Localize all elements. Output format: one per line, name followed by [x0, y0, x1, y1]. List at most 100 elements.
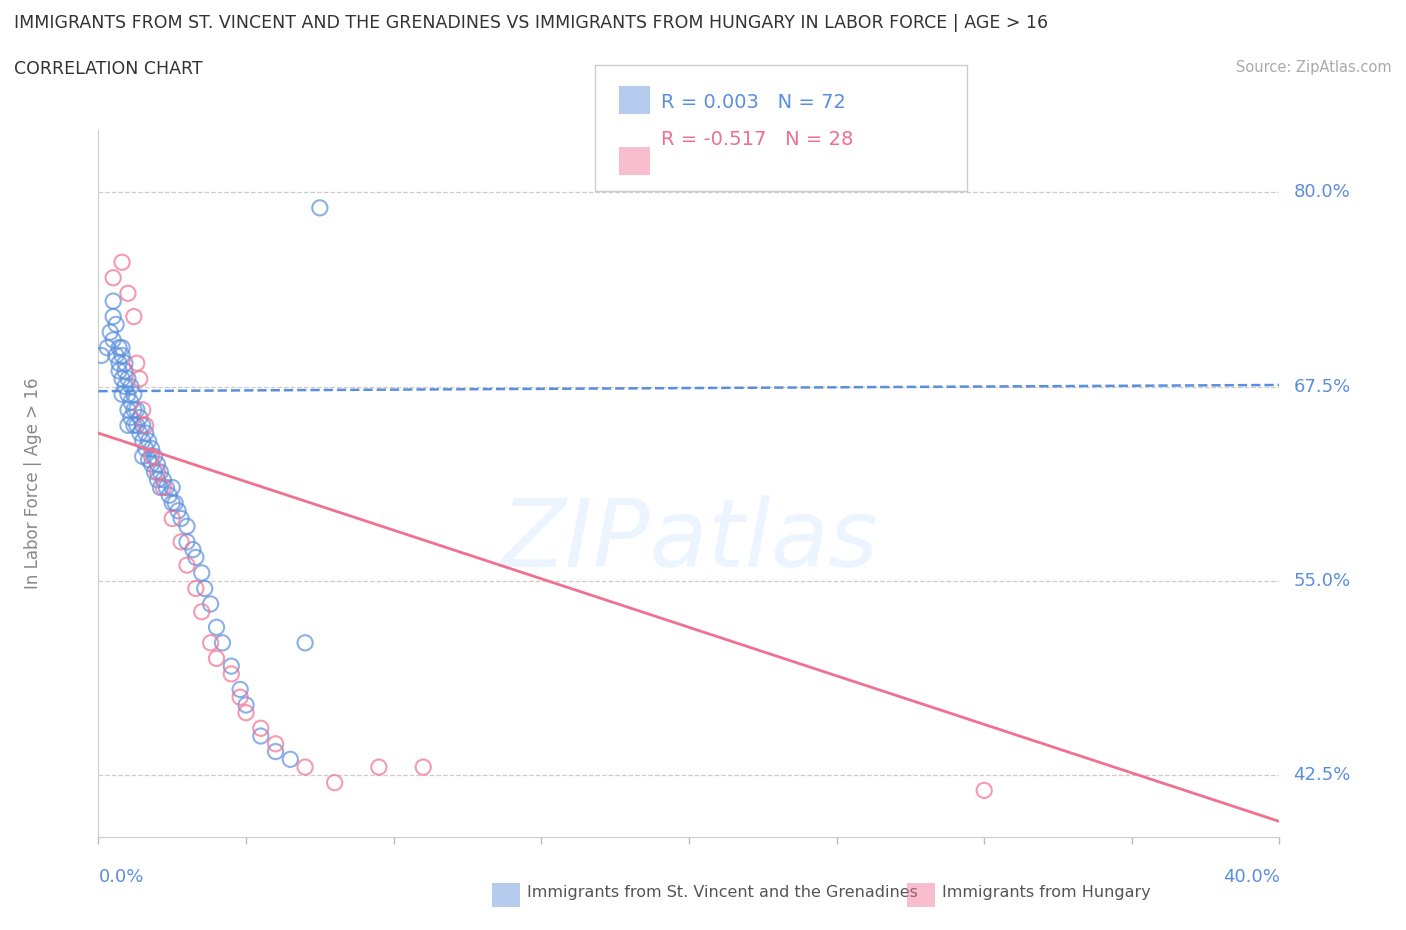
Point: [973, 783, 995, 798]
Point: [111, 340, 134, 355]
Point: [135, 441, 157, 456]
Point: [152, 472, 174, 487]
Point: [146, 464, 169, 479]
Point: [250, 728, 273, 743]
Point: [122, 309, 145, 324]
Point: [132, 403, 155, 418]
Point: [141, 449, 163, 464]
Point: [368, 760, 391, 775]
Point: [162, 480, 183, 495]
Point: [122, 387, 145, 402]
Point: [120, 410, 142, 425]
Text: 40.0%: 40.0%: [1223, 868, 1279, 885]
Point: [141, 457, 163, 472]
Point: [117, 403, 139, 418]
Point: [229, 682, 252, 697]
Point: [117, 286, 139, 300]
Point: [200, 596, 222, 611]
Point: [235, 705, 257, 720]
Text: 80.0%: 80.0%: [1294, 183, 1350, 201]
Point: [170, 512, 193, 526]
Text: Immigrants from Hungary: Immigrants from Hungary: [942, 885, 1150, 900]
Text: 67.5%: 67.5%: [1294, 378, 1351, 395]
Point: [219, 658, 242, 673]
Point: [211, 635, 233, 650]
Point: [143, 449, 166, 464]
Point: [278, 751, 302, 766]
Point: [219, 667, 242, 682]
Point: [184, 581, 207, 596]
Point: [128, 426, 150, 441]
Point: [170, 535, 193, 550]
Point: [167, 503, 190, 518]
Point: [105, 317, 128, 332]
Point: [111, 348, 134, 363]
Point: [157, 488, 180, 503]
Point: [146, 472, 169, 487]
Point: [120, 394, 142, 409]
Point: [205, 651, 228, 666]
Point: [162, 512, 183, 526]
Point: [122, 403, 145, 418]
Point: [111, 371, 134, 386]
Point: [229, 690, 252, 705]
Point: [108, 340, 131, 355]
Point: [117, 418, 139, 432]
Point: [114, 379, 136, 394]
Point: [103, 294, 125, 309]
Point: [176, 535, 198, 550]
Point: [114, 364, 136, 379]
Point: [194, 581, 217, 596]
Point: [309, 201, 332, 216]
Point: [176, 519, 198, 534]
Point: [103, 271, 125, 286]
Point: [200, 635, 222, 650]
Point: [235, 698, 257, 712]
Point: [90, 348, 112, 363]
Point: [138, 433, 160, 448]
Point: [117, 387, 139, 402]
Point: [135, 418, 157, 432]
Point: [294, 760, 316, 775]
Point: [323, 776, 346, 790]
Point: [111, 255, 134, 270]
Point: [165, 496, 187, 511]
Point: [132, 449, 155, 464]
Point: [125, 418, 148, 432]
Point: [117, 371, 139, 386]
Point: [141, 441, 163, 456]
Point: [264, 744, 287, 759]
Text: In Labor Force | Age > 16: In Labor Force | Age > 16: [24, 378, 42, 590]
Point: [125, 403, 148, 418]
Point: [120, 379, 142, 394]
Point: [108, 356, 131, 371]
Point: [132, 418, 155, 432]
Point: [135, 426, 157, 441]
Point: [103, 309, 125, 324]
Point: [181, 542, 204, 557]
Point: [108, 364, 131, 379]
Point: [138, 452, 160, 467]
Point: [412, 760, 434, 775]
Point: [98, 325, 121, 339]
Point: [149, 480, 172, 495]
Point: [184, 550, 207, 565]
Text: 42.5%: 42.5%: [1294, 766, 1351, 784]
Point: [128, 410, 150, 425]
Point: [122, 418, 145, 432]
Point: [162, 496, 183, 511]
Point: [103, 332, 125, 347]
Point: [152, 480, 174, 495]
Text: ZIPatlas: ZIPatlas: [501, 495, 877, 586]
Point: [128, 371, 150, 386]
Point: [294, 635, 316, 650]
Point: [114, 356, 136, 371]
Point: [105, 348, 128, 363]
Point: [264, 737, 287, 751]
Point: [250, 721, 273, 736]
Point: [205, 620, 228, 635]
Point: [125, 356, 148, 371]
Text: R = -0.517   N = 28: R = -0.517 N = 28: [661, 130, 853, 149]
Point: [176, 558, 198, 573]
Point: [111, 387, 134, 402]
